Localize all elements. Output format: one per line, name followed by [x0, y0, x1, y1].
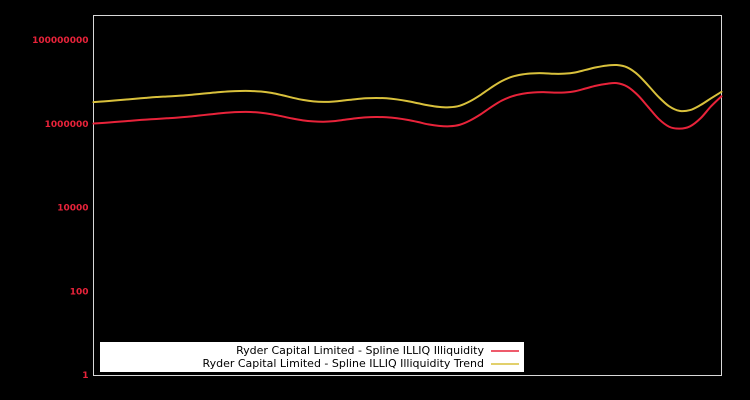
- y-axis-tick-label: 1000000: [45, 120, 89, 130]
- legend-item-label-illiquidity-trend: Ryder Capital Limited - Spline ILLIQ Ill…: [203, 357, 484, 370]
- y-axis-tick-label: 100: [70, 287, 89, 297]
- series-line-illiquidity: [92, 81, 723, 130]
- plot-area-frame: [93, 15, 722, 376]
- y-axis-tick-label: 1: [82, 371, 88, 381]
- series-line-illiquidity-trend: [92, 63, 723, 113]
- chart-legend[interactable]: Ryder Capital Limited - Spline ILLIQ Ill…: [99, 341, 525, 373]
- data-series-group: [92, 63, 723, 130]
- y-axis-tick-labels: 100000000 1000000 10000 100 1: [32, 36, 88, 381]
- legend-background: [99, 341, 525, 373]
- y-axis-tick-label: 10000: [57, 204, 88, 214]
- legend-item-label-illiquidity: Ryder Capital Limited - Spline ILLIQ Ill…: [236, 344, 484, 357]
- y-axis-tick-label: 100000000: [32, 36, 88, 46]
